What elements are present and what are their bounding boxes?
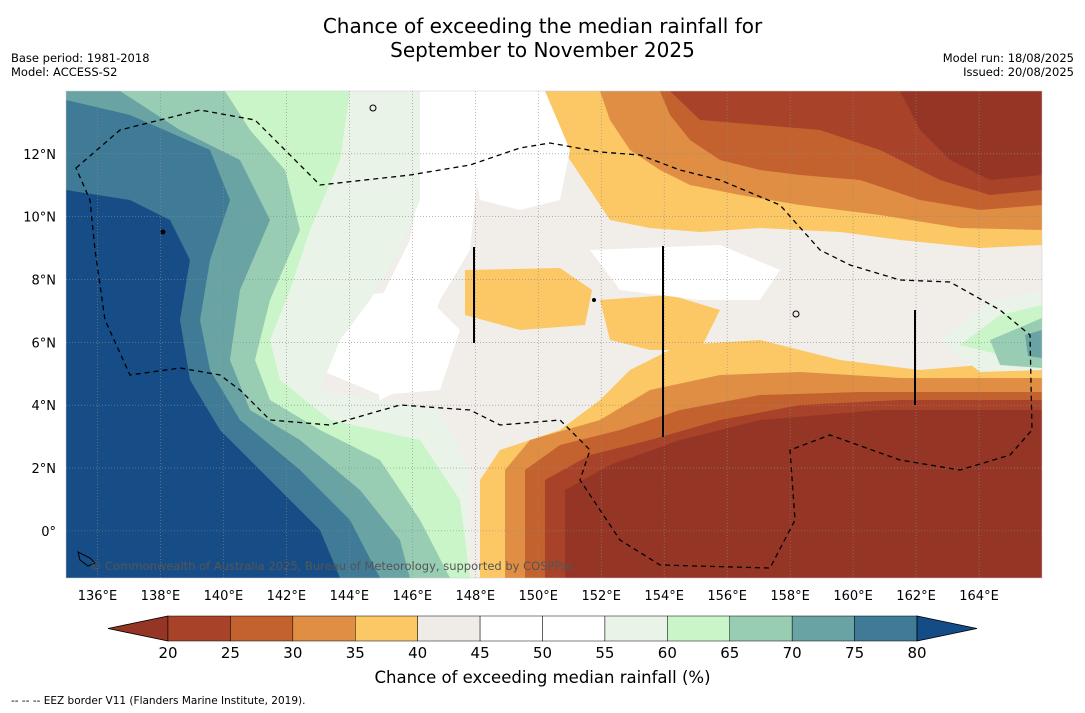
colorbar-tick-label: 60	[658, 644, 677, 662]
colorbar-segment	[479, 615, 543, 642]
region-neutral-4	[470, 91, 570, 210]
colorbar-label: Chance of exceeding median rainfall (%)	[374, 668, 711, 687]
map-frame	[65, 90, 1043, 579]
region-dry-below20-north	[900, 91, 1042, 180]
colorbar-tick-label: 75	[845, 644, 864, 662]
meta-left: Base period: 1981-2018 Model: ACCESS-S2	[11, 51, 150, 79]
colorbar-tick-label: 65	[720, 644, 739, 662]
colorbar-segment	[292, 615, 356, 642]
latitude-label: 12°N	[23, 148, 56, 163]
longitude-label: 142°E	[267, 589, 307, 604]
longitude-label: 162°E	[896, 589, 936, 604]
longitude-label: 152°E	[581, 589, 621, 604]
colorbar-tick-label: 50	[533, 644, 552, 662]
region-wet-over80	[66, 190, 340, 578]
colorbar-tick-label: 20	[158, 644, 177, 662]
longitude-label: 150°E	[518, 589, 558, 604]
colorbar-over-arrow	[916, 615, 978, 642]
latitude-labels: 12°N 10°N 8°N 6°N 4°N 2°N 0°	[23, 148, 56, 540]
colorbar: 20 25 30 35 40 45 50 55 60 65 70 75 80	[107, 615, 978, 662]
colorbar-tick-label: 70	[783, 644, 802, 662]
longitude-label: 138°E	[141, 589, 181, 604]
longitude-label: 164°E	[959, 589, 999, 604]
longitude-label: 144°E	[330, 589, 370, 604]
colorbar-tick-label: 55	[595, 644, 614, 662]
colorbar-tick-label: 35	[346, 644, 365, 662]
latitude-label: 4°N	[32, 399, 57, 414]
issued-date: Issued: 20/08/2025	[963, 65, 1074, 79]
map-title: Chance of exceeding the median rainfall …	[0, 14, 1085, 62]
region-neutral-3	[590, 245, 780, 300]
latitude-label: 0°	[41, 525, 56, 540]
latitude-label: 2°N	[32, 462, 57, 477]
longitude-label: 160°E	[833, 589, 873, 604]
colorbar-segment	[729, 615, 793, 642]
graticule	[66, 91, 1042, 578]
islands	[77, 104, 800, 567]
meta-right: Model run: 18/08/2025 Issued: 20/08/2025	[943, 51, 1074, 79]
colorbar-tick-label: 30	[283, 644, 302, 662]
eez-border-west	[75, 109, 1033, 569]
longitude-label: 146°E	[393, 589, 433, 604]
longitude-label: 156°E	[707, 589, 747, 604]
colorbar-segment	[167, 615, 231, 642]
colorbar-segment	[604, 615, 668, 642]
colorbar-tick-label: 45	[471, 644, 490, 662]
colorbar-under-arrow	[107, 615, 169, 642]
model-run: Model run: 18/08/2025	[942, 51, 1074, 65]
colorbar-segment	[417, 615, 481, 642]
longitude-label: 158°E	[770, 589, 810, 604]
title-line-1: Chance of exceeding the median rainfall …	[322, 14, 763, 38]
colorbar-segment	[854, 615, 918, 642]
colorbar-segment	[230, 615, 294, 642]
eez-footer-note: -- -- -- EEZ border V11 (Flanders Marine…	[11, 695, 306, 707]
model-name: Model: ACCESS-S2	[11, 65, 118, 79]
region-dry-35-mid-2	[600, 295, 720, 350]
latitude-label: 6°N	[32, 336, 57, 351]
title-line-2: September to November 2025	[390, 38, 695, 62]
colorbar-segment	[667, 615, 730, 642]
region-wet-east-75	[1025, 330, 1042, 358]
colorbar-tick-label: 80	[907, 644, 926, 662]
copyright-text: © Commonwealth of Australia 2025, Bureau…	[90, 559, 574, 573]
colorbar-segment	[791, 615, 855, 642]
longitude-label: 148°E	[456, 589, 496, 604]
longitude-label: 140°E	[204, 589, 244, 604]
base-period: Base period: 1981-2018	[11, 51, 150, 65]
latitude-label: 8°N	[32, 274, 57, 289]
longitude-labels: 136°E 138°E 140°E 142°E 144°E 146°E 148°E 150°E…	[78, 589, 999, 604]
region-dry-35-mid-1	[465, 268, 592, 330]
colorbar-tick-label: 25	[221, 644, 240, 662]
map-field: © Commonwealth of Australia 2025, Bureau…	[66, 91, 1042, 578]
colorbar-segment	[355, 615, 418, 642]
colorbar-segment	[542, 615, 606, 642]
region-dry-below20-south	[565, 410, 1042, 578]
colorbar-tick-label: 40	[408, 644, 427, 662]
longitude-label: 136°E	[78, 589, 118, 604]
longitude-label: 154°E	[644, 589, 684, 604]
latitude-label: 10°N	[23, 211, 56, 226]
